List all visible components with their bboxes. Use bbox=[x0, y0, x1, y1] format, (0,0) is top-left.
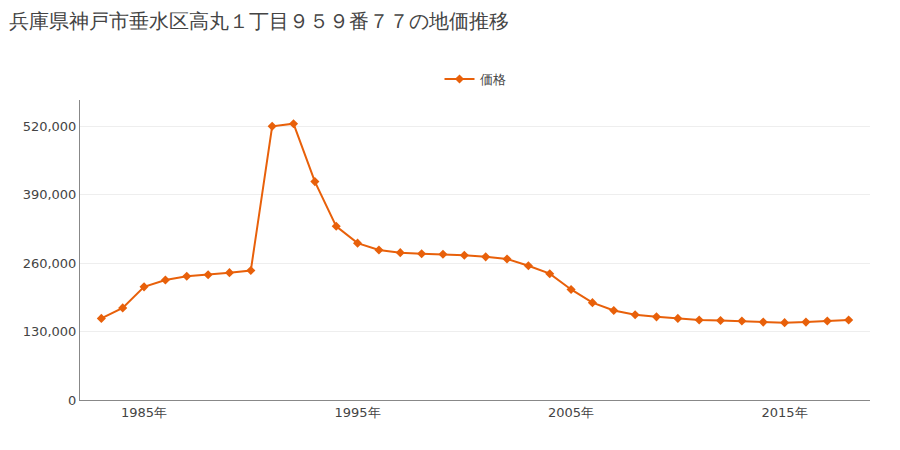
svg-text:390,000: 390,000 bbox=[23, 187, 77, 202]
svg-text:260,000: 260,000 bbox=[23, 256, 77, 271]
svg-text:兵庫県神戸市垂水区高丸１丁目９５９番７７の地価推移: 兵庫県神戸市垂水区高丸１丁目９５９番７７の地価推移 bbox=[9, 9, 509, 33]
svg-text:2005年: 2005年 bbox=[548, 405, 594, 420]
svg-text:価格: 価格 bbox=[480, 72, 506, 87]
svg-text:130,000: 130,000 bbox=[23, 324, 77, 339]
svg-text:1995年: 1995年 bbox=[335, 405, 381, 420]
svg-text:2015年: 2015年 bbox=[762, 405, 808, 420]
svg-text:0: 0 bbox=[68, 393, 76, 408]
svg-text:520,000: 520,000 bbox=[23, 119, 77, 134]
svg-text:1985年: 1985年 bbox=[121, 405, 167, 420]
